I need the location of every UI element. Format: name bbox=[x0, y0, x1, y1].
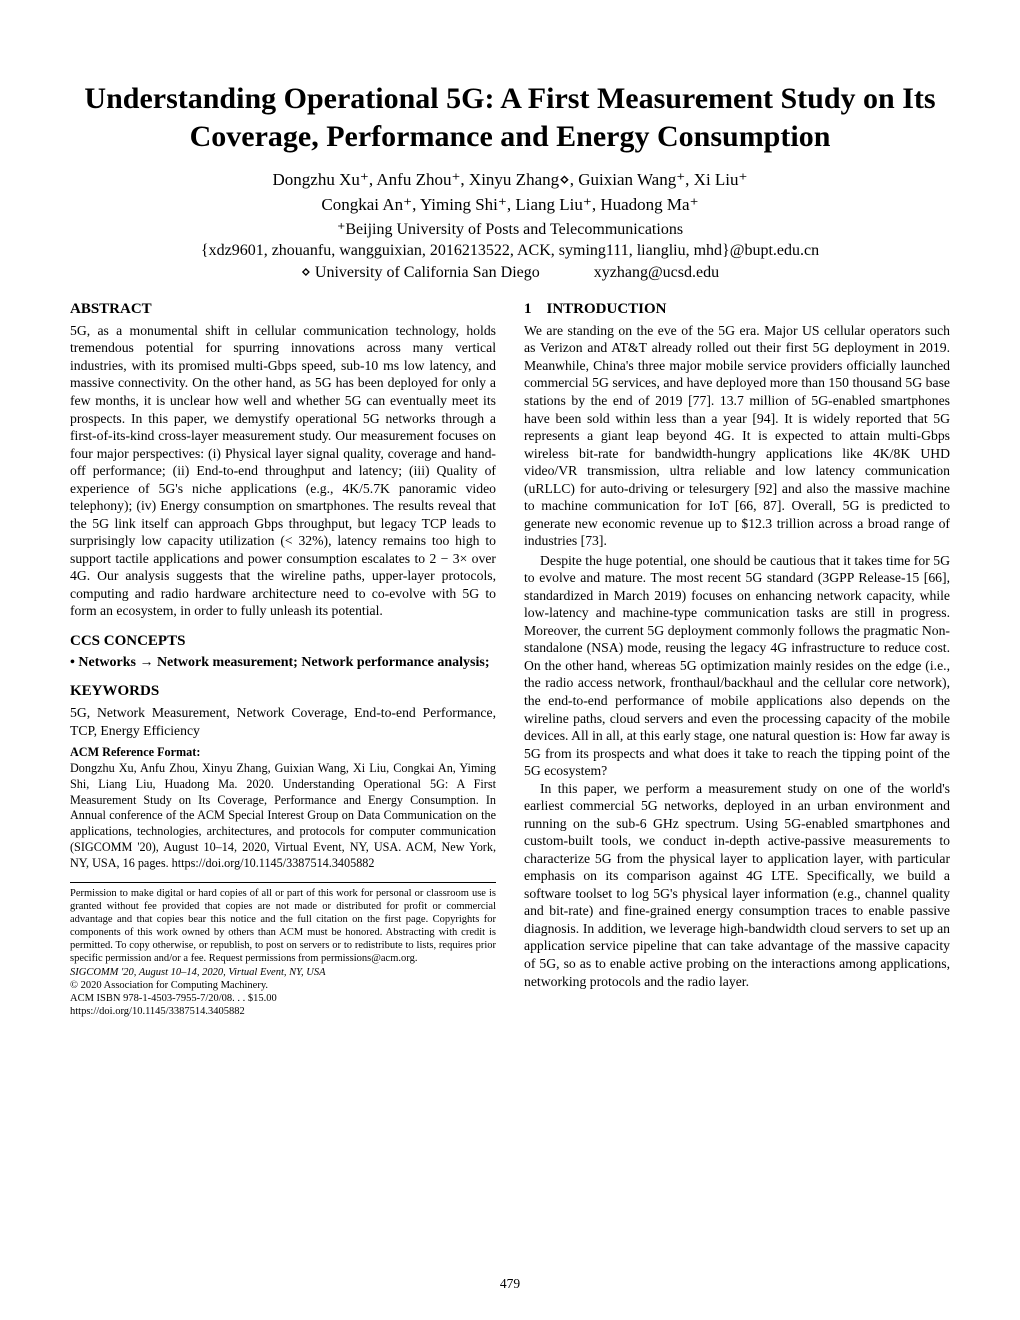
affiliation-2: ⋄ University of California San Diego xyzh… bbox=[70, 262, 950, 284]
affiliation-1: ⁺Beijing University of Posts and Telecom… bbox=[70, 219, 950, 241]
acm-ref-body: Dongzhu Xu, Anfu Zhou, Xinyu Zhang, Guix… bbox=[70, 761, 496, 872]
affiliation-2-left: ⋄ University of California San Diego bbox=[301, 264, 540, 281]
affiliation-2-email: xyzhang@ucsd.edu bbox=[594, 264, 719, 281]
abstract-heading: ABSTRACT bbox=[70, 300, 496, 319]
left-column: ABSTRACT 5G, as a monumental shift in ce… bbox=[70, 294, 496, 1018]
ccs-body-bold: • Networks → Network measurement bbox=[70, 655, 293, 670]
intro-paragraph-2: Despite the huge potential, one should b… bbox=[524, 552, 950, 780]
intro-paragraph-3: In this paper, we perform a measurement … bbox=[524, 780, 950, 990]
intro-paragraph-1: We are standing on the eve of the 5G era… bbox=[524, 322, 950, 550]
keywords-heading: KEYWORDS bbox=[70, 682, 496, 701]
doi-line: https://doi.org/10.1145/3387514.3405882 bbox=[70, 1005, 496, 1018]
ccs-heading: CCS CONCEPTS bbox=[70, 632, 496, 651]
author-emails: {xdz9601, zhouanfu, wangguixian, 2016213… bbox=[70, 240, 950, 262]
page-number: 479 bbox=[0, 1276, 1020, 1292]
copyright-line: © 2020 Association for Computing Machine… bbox=[70, 979, 496, 992]
ccs-body: • Networks → Network measurement; Networ… bbox=[70, 654, 496, 672]
authors-line-2: Congkai An⁺, Yiming Shi⁺, Liang Liu⁺, Hu… bbox=[70, 194, 950, 217]
right-column: 1 INTRODUCTION We are standing on the ev… bbox=[524, 294, 950, 1018]
ccs-body-rest: ; Network performance analysis; bbox=[293, 655, 489, 670]
paper-title: Understanding Operational 5G: A First Me… bbox=[70, 80, 950, 155]
authors-line-1: Dongzhu Xu⁺, Anfu Zhou⁺, Xinyu Zhang⋄, G… bbox=[70, 169, 950, 192]
keywords-body: 5G, Network Measurement, Network Coverag… bbox=[70, 704, 496, 739]
abstract-body: 5G, as a monumental shift in cellular co… bbox=[70, 322, 496, 620]
permission-block: Permission to make digital or hard copie… bbox=[70, 882, 496, 966]
introduction-heading: 1 INTRODUCTION bbox=[524, 300, 950, 319]
conference-line: SIGCOMM '20, August 10–14, 2020, Virtual… bbox=[70, 966, 496, 979]
isbn-line: ACM ISBN 978-1-4503-7955-7/20/08. . . $1… bbox=[70, 992, 496, 1005]
acm-ref-heading: ACM Reference Format: bbox=[70, 745, 496, 761]
